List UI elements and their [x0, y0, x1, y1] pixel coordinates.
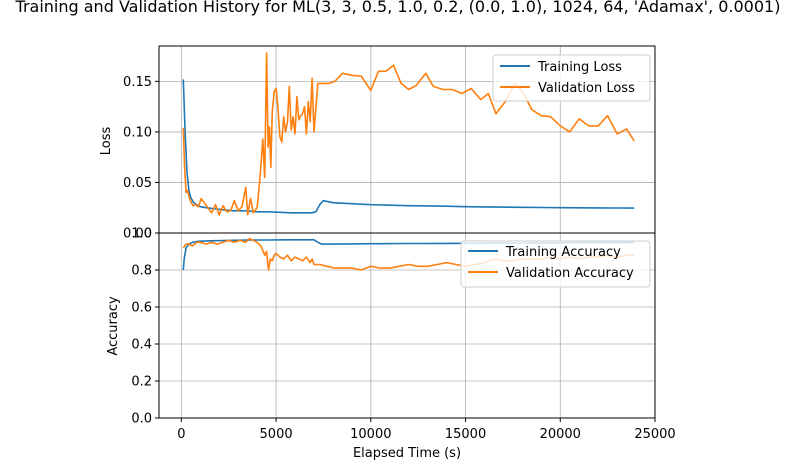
loss-series-line-1 [182, 52, 635, 216]
accuracy-xtick-label: 5000 [260, 427, 293, 442]
x-axis-label: Elapsed Time (s) [353, 446, 461, 460]
accuracy-legend-box [460, 240, 651, 288]
accuracy-axes-frame [158, 232, 656, 419]
loss-legend: Training Loss Validation Loss [492, 54, 651, 102]
loss-ytick-label: 0.05 [123, 176, 152, 191]
loss-ytick-label: 0.10 [123, 125, 152, 140]
accuracy-ytick-label: 0.8 [131, 264, 152, 279]
loss-ytick-label: 0.15 [123, 75, 152, 90]
accuracy-xticks: 0 5000 10000 15000 20000 25000 [177, 418, 676, 442]
accuracy-ylabel: Accuracy [106, 296, 121, 356]
loss-series [182, 52, 635, 216]
legend-label-validation-accuracy: Validation Accuracy [506, 266, 634, 281]
loss-panel: 0.00 0.05 0.10 0.15 Loss Training Loss Vali… [99, 45, 656, 242]
accuracy-panel: 0.0 0.2 0.4 0.6 0.8 1.0 0 5000 10000 15000 20000 2… [106, 227, 676, 460]
accuracy-ytick-label: 0.0 [131, 412, 152, 427]
accuracy-xtick-label: 10000 [350, 427, 391, 442]
accuracy-xtick-label: 25000 [634, 427, 675, 442]
chart-title: Training and Validation History for ML(3… [15, 0, 781, 16]
legend-label-training-accuracy: Training Accuracy [505, 245, 621, 260]
loss-ytick-label: 0.00 [123, 227, 152, 242]
loss-legend-box [492, 54, 651, 102]
loss-ylabel: Loss [99, 127, 114, 156]
accuracy-ytick-label: 0.2 [131, 375, 152, 390]
accuracy-xtick-label: 15000 [445, 427, 486, 442]
loss-yticks: 0.00 0.05 0.10 0.15 [123, 75, 159, 242]
legend-label-training-loss: Training Loss [537, 60, 622, 75]
accuracy-ytick-label: 0.6 [131, 301, 152, 316]
accuracy-ytick-label: 0.4 [131, 338, 152, 353]
accuracy-ytick-label: 1.0 [131, 227, 152, 242]
accuracy-xtick-label: 0 [177, 427, 185, 442]
accuracy-yticks: 0.0 0.2 0.4 0.6 0.8 1.0 [131, 227, 159, 427]
accuracy-legend: Training Accuracy Validation Accuracy [460, 240, 651, 288]
accuracy-xtick-label: 20000 [540, 427, 581, 442]
legend-label-validation-loss: Validation Loss [538, 81, 635, 96]
